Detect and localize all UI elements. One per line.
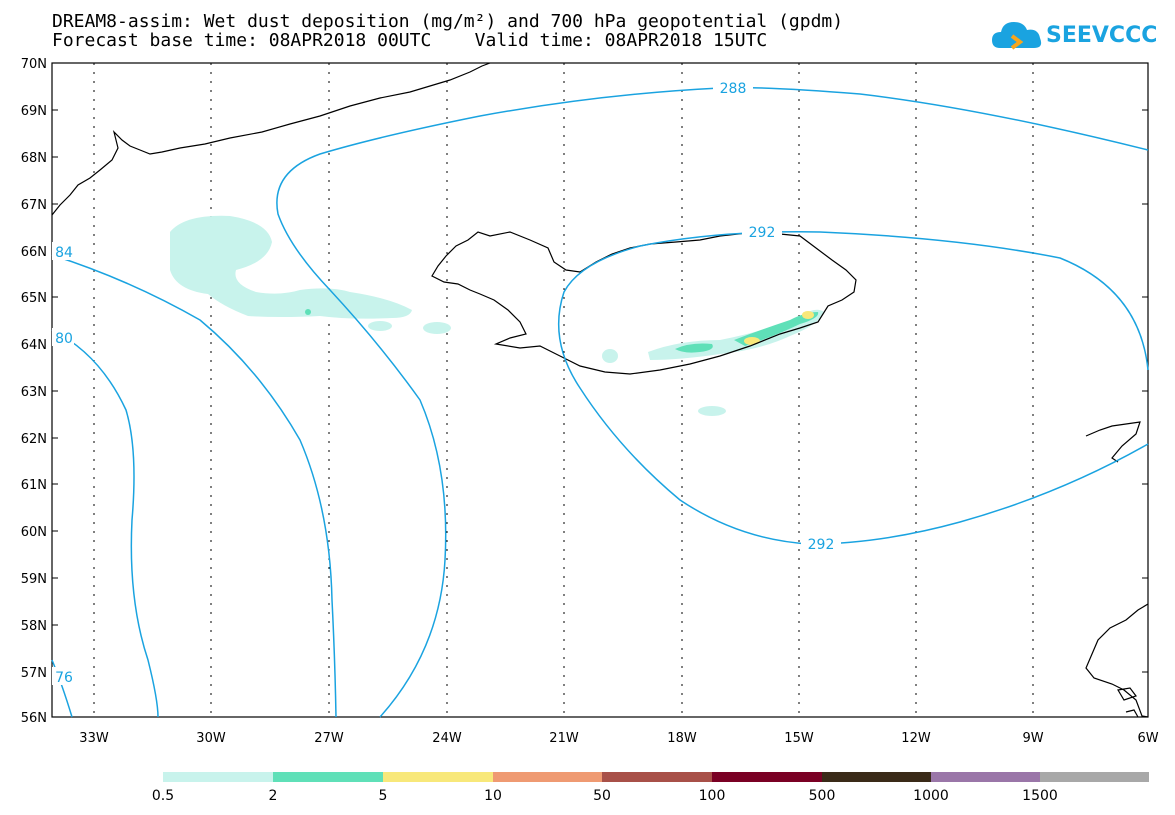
legend-swatch — [273, 772, 383, 782]
legend-swatch — [931, 772, 1040, 782]
lon-label: 12W — [901, 731, 931, 746]
legend-label: 2 — [269, 788, 278, 804]
lon-label: 15W — [784, 731, 814, 746]
legend-swatch — [163, 772, 273, 782]
legend-label: 50 — [593, 788, 611, 804]
contour-label-288: 288 — [720, 81, 747, 97]
cloud-icon — [992, 22, 1042, 50]
chart-subtitle: Forecast base time: 08APR2018 00UTC Vali… — [52, 30, 768, 51]
contour-labels: 288 292 292 84 80 76 — [52, 78, 841, 686]
lat-label: 58N — [21, 619, 47, 634]
legend-labels: 0.5 2 5 10 50 100 500 1000 1500 — [152, 788, 1058, 804]
lat-label: 59N — [21, 572, 47, 587]
lat-label: 63N — [21, 385, 47, 400]
lon-label: 9W — [1022, 731, 1043, 746]
lat-label: 62N — [21, 432, 47, 447]
lat-label: 68N — [21, 151, 47, 166]
dust-deposition-shading — [170, 215, 824, 416]
lon-label: 33W — [79, 731, 109, 746]
lat-label: 60N — [21, 525, 47, 540]
legend-swatch — [493, 772, 602, 782]
lon-label: 27W — [314, 731, 344, 746]
legend-label: 1000 — [913, 788, 949, 804]
lon-label: 24W — [432, 731, 462, 746]
contour-label-276: 76 — [55, 670, 73, 686]
legend-swatch — [602, 772, 712, 782]
axis-ticks — [52, 62, 1148, 673]
grid-lines — [93, 63, 1034, 717]
lat-label: 64N — [21, 338, 47, 353]
legend-label: 0.5 — [152, 788, 174, 804]
coastlines — [51, 62, 1149, 718]
lat-label: 66N — [21, 245, 47, 260]
lat-label: 70N — [21, 57, 47, 72]
legend-label: 100 — [699, 788, 726, 804]
legend-label: 500 — [809, 788, 836, 804]
legend-colorbar — [163, 772, 1149, 782]
lat-label: 61N — [21, 478, 47, 493]
lat-label: 69N — [21, 104, 47, 119]
legend-swatch — [1040, 772, 1149, 782]
chart-title: DREAM8-assim: Wet dust deposition (mg/m²… — [52, 11, 844, 32]
legend-label: 5 — [379, 788, 388, 804]
legend-swatch — [712, 772, 822, 782]
latitude-labels: 70N 69N 68N 67N 66N 65N 64N 63N 62N 61N … — [21, 57, 47, 726]
legend-label: 1500 — [1022, 788, 1058, 804]
lat-label: 67N — [21, 198, 47, 213]
lat-label: 56N — [21, 711, 47, 726]
longitude-labels: 33W 30W 27W 24W 21W 18W 15W 12W 9W 6W — [79, 731, 1158, 746]
legend-label: 10 — [484, 788, 502, 804]
seevccc-logo: SEEVCCC — [990, 16, 1157, 60]
logo-text: SEEVCCC — [1046, 23, 1158, 48]
legend-swatch — [822, 772, 931, 782]
lon-label: 21W — [549, 731, 579, 746]
lat-label: 65N — [21, 291, 47, 306]
lon-label: 18W — [667, 731, 697, 746]
lon-label: 30W — [196, 731, 226, 746]
legend-swatch — [383, 772, 493, 782]
lon-label: 6W — [1137, 731, 1158, 746]
contour-label-292-north: 292 — [749, 225, 776, 241]
contour-label-292-south: 292 — [808, 537, 835, 553]
lat-label: 57N — [21, 666, 47, 681]
contour-label-284: 84 — [55, 245, 73, 261]
geopotential-contours — [51, 86, 1149, 718]
contour-label-280: 80 — [55, 331, 73, 347]
map-frame — [51, 62, 1149, 718]
